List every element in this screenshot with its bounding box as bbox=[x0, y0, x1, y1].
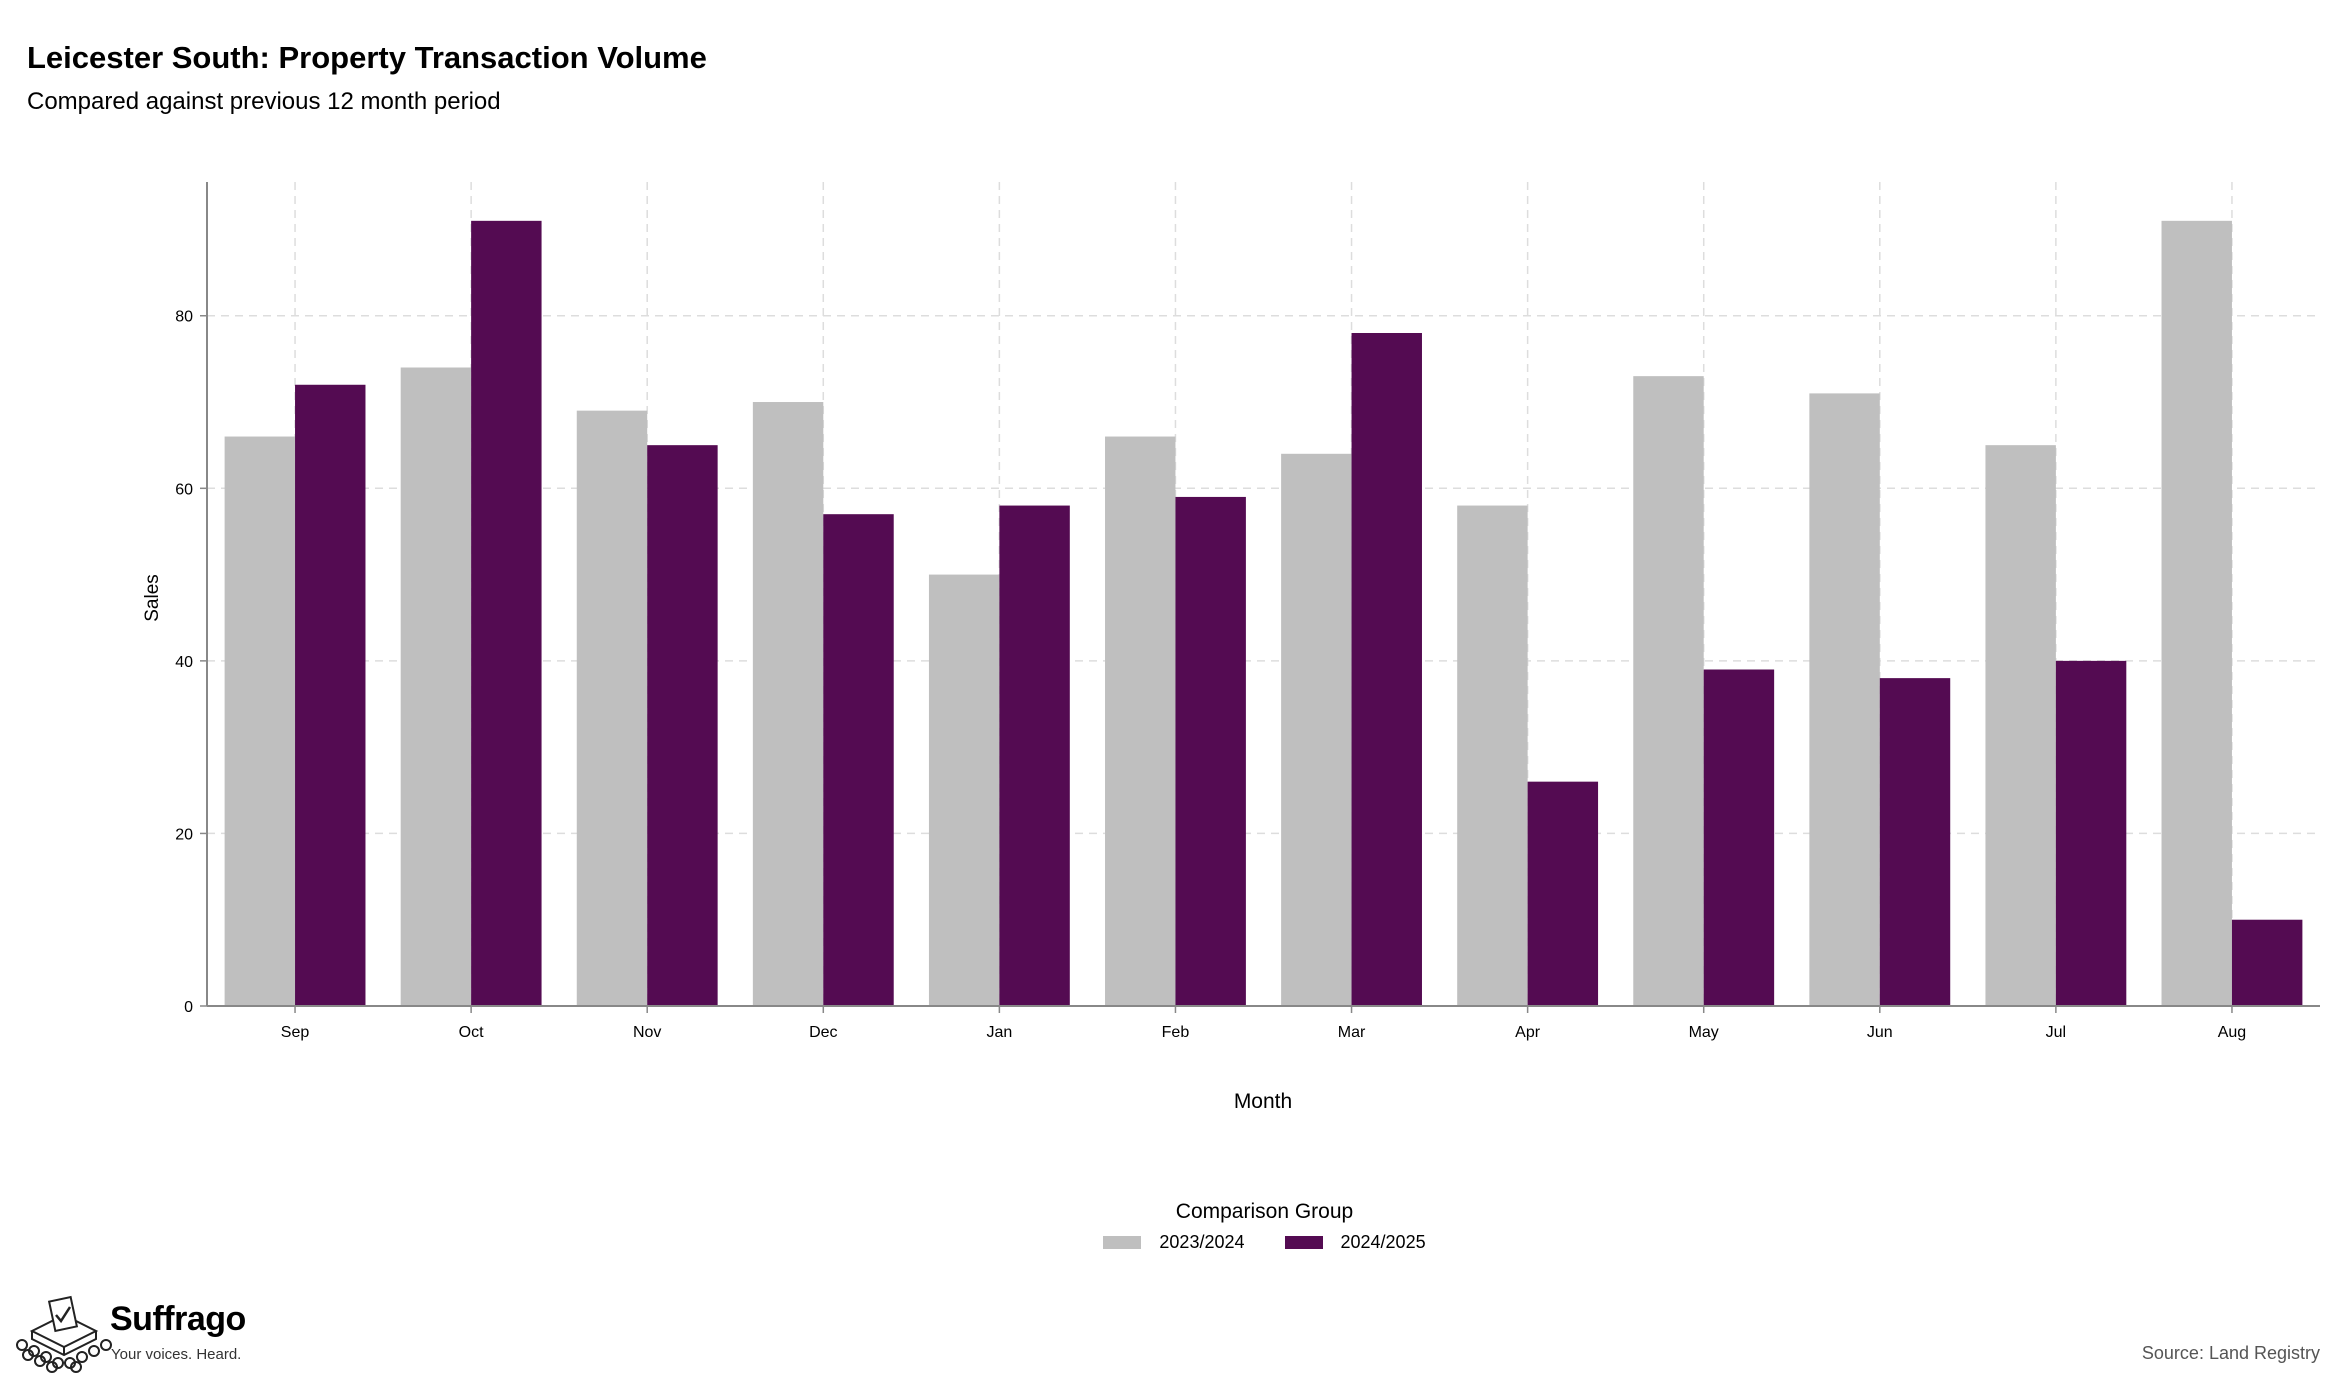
x-tick-label: Jun bbox=[1867, 1024, 1893, 1041]
bar-2023-2024-apr bbox=[1457, 505, 1528, 1006]
legend: Comparison Group 2023/2024 2024/2025 bbox=[0, 1200, 2334, 1253]
brand-name: Suffrago bbox=[110, 1300, 246, 1338]
x-tick-label: Jan bbox=[986, 1024, 1012, 1041]
bar-2023-2024-aug bbox=[2161, 220, 2232, 1007]
y-tick-label: 60 bbox=[175, 481, 193, 498]
chart-subtitle: Compared against previous 12 month perio… bbox=[27, 88, 501, 115]
legend-swatch-2023-2024 bbox=[1103, 1236, 1142, 1249]
bar-2023-2024-jul bbox=[1985, 445, 2056, 1006]
legend-swatch-2024-2025 bbox=[1284, 1236, 1323, 1249]
bar-2023-2024-oct bbox=[400, 367, 472, 1007]
source-note: Source: Land Registry bbox=[2141, 1343, 2320, 1363]
brand-tagline: Your voices. Heard. bbox=[111, 1346, 242, 1363]
bar-2024-2025-feb bbox=[1175, 496, 1246, 1006]
bar-chart: 0 20 40 60 80 Sep Oct Nov Dec Jan Feb Mar Apr May Jun J… bbox=[142, 182, 2320, 1113]
bar-2023-2024-sep bbox=[224, 436, 296, 1006]
x-tick-label: Aug bbox=[2218, 1024, 2246, 1041]
legend-label: 2023/2024 bbox=[1159, 1232, 1245, 1252]
ballot-box-icon bbox=[16, 1295, 112, 1373]
legend-item-2024-2025: 2024/2025 bbox=[1284, 1232, 1426, 1253]
bar-2024-2025-jan bbox=[999, 505, 1070, 1006]
bar-2024-2025-aug bbox=[2231, 919, 2303, 1006]
bar-2023-2024-nov bbox=[576, 410, 648, 1007]
y-tick-label: 20 bbox=[175, 826, 193, 843]
legend-title: Comparison Group bbox=[1175, 1200, 1354, 1223]
legend-item-2023-2024: 2023/2024 bbox=[1103, 1232, 1245, 1253]
bar-2024-2025-mar bbox=[1351, 332, 1422, 1006]
y-tick-label: 80 bbox=[175, 309, 193, 326]
x-axis-title: Month bbox=[1234, 1090, 1292, 1113]
axes: 0 20 40 60 80 Sep Oct Nov Dec Jan Feb Mar Apr May Jun J… bbox=[175, 182, 2320, 1041]
bar-2024-2025-oct bbox=[471, 220, 542, 1007]
x-tick-label: Dec bbox=[809, 1024, 837, 1041]
bar-2023-2024-may bbox=[1633, 376, 1704, 1007]
bar-2024-2025-nov bbox=[647, 445, 718, 1006]
bars bbox=[224, 220, 2303, 1007]
bar-2023-2024-jun bbox=[1809, 393, 1880, 1006]
bar-2024-2025-apr bbox=[1527, 781, 1599, 1006]
x-tick-label: Oct bbox=[459, 1024, 484, 1041]
x-tick-label: Feb bbox=[1162, 1024, 1190, 1041]
y-tick-label: 40 bbox=[175, 654, 193, 671]
y-tick-label: 0 bbox=[184, 999, 193, 1016]
x-tick-label: Nov bbox=[633, 1024, 661, 1041]
bar-2023-2024-mar bbox=[1281, 453, 1352, 1006]
bar-2024-2025-sep bbox=[295, 384, 366, 1006]
bar-2023-2024-dec bbox=[752, 402, 824, 1006]
x-tick-label: Apr bbox=[1515, 1024, 1541, 1041]
x-tick-label: Sep bbox=[281, 1024, 310, 1041]
bar-2023-2024-feb bbox=[1105, 436, 1176, 1006]
x-tick-label: Mar bbox=[1338, 1024, 1366, 1041]
legend-label: 2024/2025 bbox=[1340, 1232, 1426, 1252]
bar-2024-2025-jul bbox=[2055, 660, 2127, 1006]
bar-2024-2025-may bbox=[1703, 669, 1775, 1006]
y-axis-title: Sales bbox=[142, 574, 163, 622]
bar-2024-2025-dec bbox=[823, 514, 894, 1006]
chart-title: Leicester South: Property Transaction Vo… bbox=[27, 40, 707, 75]
bar-2023-2024-jan bbox=[928, 574, 1000, 1006]
x-tick-label: May bbox=[1689, 1024, 1719, 1041]
bar-2024-2025-jun bbox=[1879, 678, 1951, 1006]
x-tick-label: Jul bbox=[2046, 1024, 2066, 1041]
